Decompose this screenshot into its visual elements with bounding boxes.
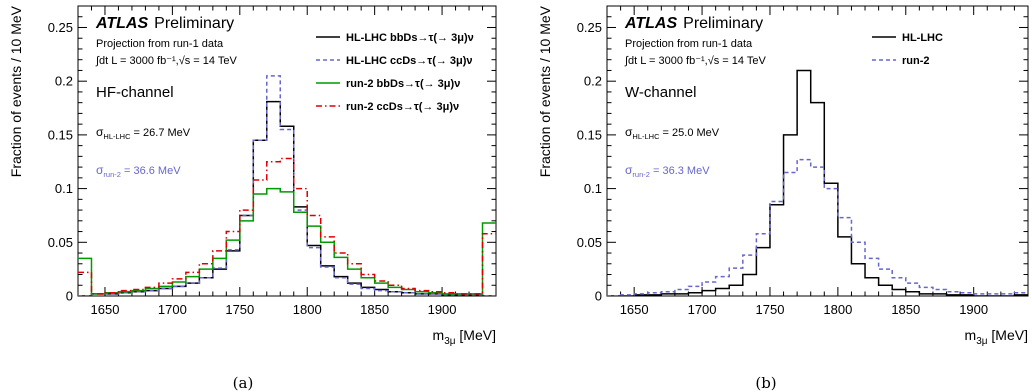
sigma-value: = 25.0 MeV: [660, 127, 720, 139]
x-tick-label: 1700: [688, 302, 717, 317]
y-tick-label: 0.15: [48, 127, 73, 142]
sigma-annotation-1: σrun-2 = 36.6 MeV: [96, 163, 181, 179]
y-tick-label: 0.15: [577, 127, 602, 142]
x-tick-label: 1800: [293, 302, 322, 317]
y-tick-label: 0: [595, 289, 602, 304]
histogram-series-2: [78, 187, 496, 295]
panel-a: 1650 1700 1750 1800 1850 1900 0 0.05 0.1 0.15 0.2 0…: [8, 5, 497, 392]
x-axis-label: m3μ [MeV]: [965, 327, 1028, 347]
x-tick-label: 1650: [620, 302, 649, 317]
y-tick-label: 0.1: [584, 181, 602, 196]
y-tick-label: 0.2: [584, 74, 602, 89]
projection-subtitle: Projection from run-1 data: [625, 38, 753, 50]
x-tick-label: 1850: [360, 302, 389, 317]
x-axis-label-main: m: [965, 327, 977, 343]
y-axis-label: Fraction of events / 10 MeV: [537, 5, 553, 177]
sigma-subscript: HL-LHC: [103, 132, 131, 141]
legend: HL-LHC bbDs→τ(→ 3μ)ν HL-LHC ccDs→τ(→ 3μ)ν…: [316, 32, 474, 113]
y-tick-label: 0.2: [55, 74, 73, 89]
legend-entry-0: HL-LHC bbDs→τ(→ 3μ)ν: [346, 32, 474, 44]
atlas-label: ATLAS Preliminary: [624, 15, 763, 32]
sigma-symbol: σ: [96, 163, 104, 177]
histogram-series-0: [607, 69, 1028, 296]
sigma-symbol: σ: [625, 125, 633, 139]
experiment-name: ATLAS: [95, 15, 148, 32]
y-tick-label: 0: [66, 289, 73, 304]
sigma-value: = 36.6 MeV: [121, 165, 181, 177]
panel-caption: (b): [755, 374, 776, 392]
x-axis-label-sub: 3μ: [976, 336, 988, 347]
status-label: Preliminary: [154, 15, 234, 32]
sigma-value: = 36.3 MeV: [650, 165, 710, 177]
sigma-subscript: run-2: [103, 170, 121, 179]
x-tick-label: 1900: [959, 302, 988, 317]
legend-entry-3: run-2 ccDs→τ(→ 3μ)ν: [346, 101, 459, 113]
luminosity-label: ∫dt L = 3000 fb⁻¹,√s = 14 TeV: [624, 55, 766, 67]
x-tick-label: 1700: [158, 302, 187, 317]
sigma-annotation-0: σHL-LHC = 25.0 MeV: [625, 125, 720, 141]
legend: HL-LHC run-2: [872, 32, 943, 67]
y-tick-label: 0.25: [48, 20, 73, 35]
x-tick-label: 1850: [891, 302, 920, 317]
channel-label: HF-channel: [96, 84, 174, 101]
panel-caption: (a): [233, 374, 254, 392]
y-tick-label: 0.25: [577, 20, 602, 35]
legend-entry-2: run-2 bbDs→τ(→ 3μ)ν: [346, 78, 460, 90]
x-tick-label: 1650: [91, 302, 120, 317]
y-tick-label: 0.05: [48, 235, 73, 250]
histogram-series-1: [607, 158, 1028, 296]
histogram-series-3: [78, 157, 496, 295]
y-axis-label: Fraction of events / 10 MeV: [8, 5, 24, 177]
atlas-label: ATLAS Preliminary: [95, 15, 234, 32]
histogram-series-1: [78, 75, 496, 296]
y-tick-label: 0.1: [55, 181, 73, 196]
x-tick-label: 1900: [428, 302, 457, 317]
x-tick-label: 1750: [225, 302, 254, 317]
x-tick-label: 1750: [756, 302, 785, 317]
sigma-value: = 26.7 MeV: [131, 127, 191, 139]
sigma-annotation-1: σrun-2 = 36.3 MeV: [625, 163, 710, 179]
projection-subtitle: Projection from run-1 data: [96, 38, 224, 50]
panel-b: 1650 1700 1750 1800 1850 1900 0 0.05 0.1 0.15 0.2 0…: [537, 5, 1029, 392]
experiment-name: ATLAS: [624, 15, 677, 32]
status-label: Preliminary: [683, 15, 763, 32]
plot-frame: [606, 5, 1029, 297]
plot-frame: [77, 5, 497, 297]
x-axis-label-unit: [MeV]: [456, 327, 496, 343]
legend-entry-0: HL-LHC: [902, 32, 943, 44]
luminosity-label: ∫dt L = 3000 fb⁻¹,√s = 14 TeV: [95, 55, 237, 67]
x-axis-label-unit: [MeV]: [988, 327, 1028, 343]
sigma-subscript: run-2: [632, 170, 650, 179]
legend-entry-1: HL-LHC ccDs→τ(→ 3μ)ν: [346, 55, 473, 67]
y-tick-label: 0.05: [577, 235, 602, 250]
x-tick-label: 1800: [823, 302, 852, 317]
sigma-subscript: HL-LHC: [632, 132, 660, 141]
x-axis-label: m3μ [MeV]: [433, 327, 496, 347]
sigma-annotation-0: σHL-LHC = 26.7 MeV: [96, 125, 191, 141]
x-axis-label-main: m: [433, 327, 445, 343]
legend-entry-1: run-2: [902, 55, 930, 67]
sigma-symbol: σ: [96, 125, 104, 139]
x-axis-label-sub: 3μ: [444, 336, 456, 347]
channel-label: W-channel: [625, 84, 696, 101]
sigma-symbol: σ: [625, 163, 633, 177]
